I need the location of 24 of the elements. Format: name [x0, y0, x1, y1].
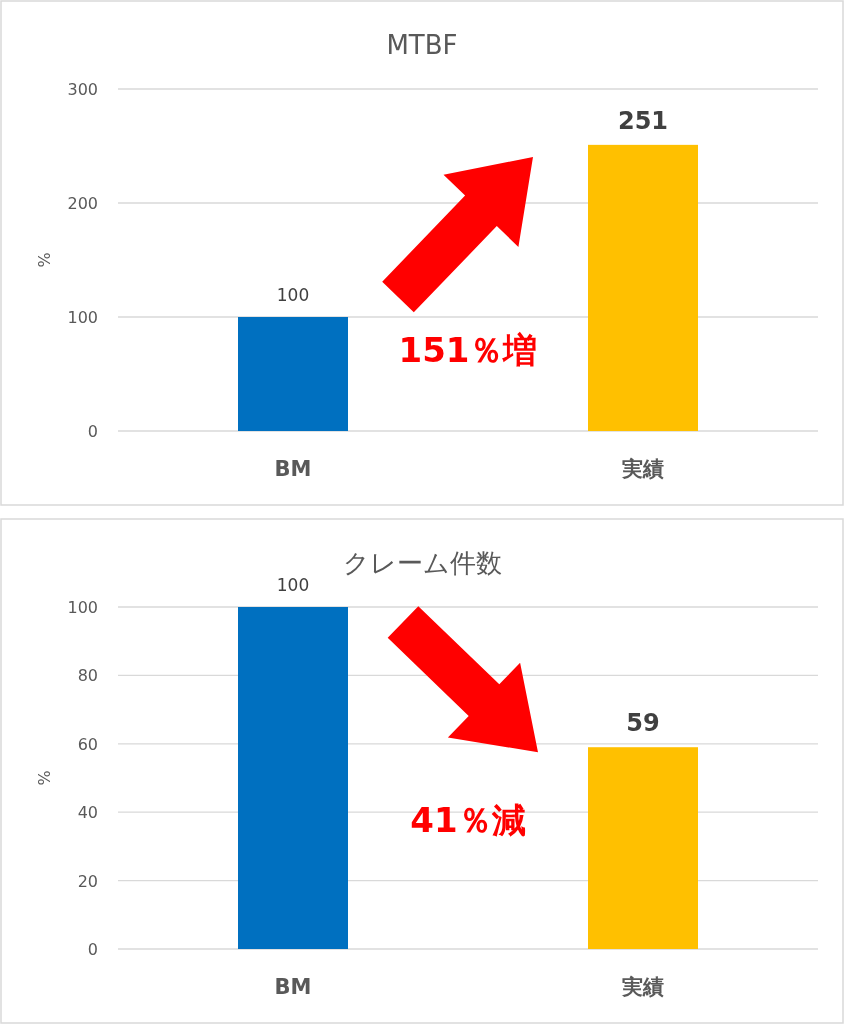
annotation: 151％増 [398, 330, 538, 370]
x-tick-label: BM [274, 975, 312, 999]
y-tick-label: 0 [87, 422, 98, 441]
y-tick-label: 60 [77, 734, 98, 754]
data-label: 100 [276, 285, 310, 305]
x-tick-label: BM [274, 457, 312, 481]
x-tick-label: 実績 [621, 457, 664, 481]
data-label: 251 [617, 106, 669, 135]
x-tick-label: 実績 [621, 975, 664, 999]
data-label: 100 [276, 575, 310, 595]
y-tick-label: 40 [77, 803, 98, 823]
y-axis-title: % [35, 770, 54, 786]
y-tick-label: 0 [87, 940, 98, 959]
data-label: 59 [626, 709, 660, 738]
chart-title: クレーム件数 [342, 548, 502, 578]
y-axis-title: % [35, 252, 54, 268]
y-tick-label: 80 [77, 666, 98, 686]
y-tick-label: 300 [67, 80, 98, 99]
y-tick-label: 20 [77, 871, 98, 891]
chart-title: MTBF [386, 30, 458, 60]
y-tick-label: 100 [67, 598, 98, 617]
y-tick-label: 200 [67, 194, 98, 213]
annotation: 41％減 [410, 800, 526, 841]
y-tick-label: 100 [67, 308, 98, 327]
